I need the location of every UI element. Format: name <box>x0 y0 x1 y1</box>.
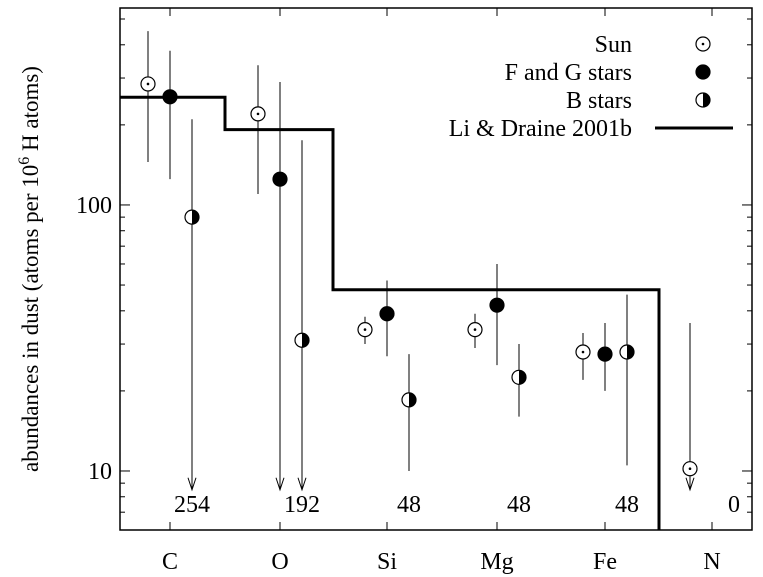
data-point-filled-circle <box>597 346 613 362</box>
marker-half-fill <box>627 345 635 360</box>
y-tick-label: 10 <box>88 459 112 485</box>
upper-limit-arrow <box>275 477 285 492</box>
data-point-open-circle <box>250 106 266 122</box>
y-tick-label: 100 <box>76 193 112 219</box>
data-point-half-filled-circle <box>511 369 527 385</box>
model-total-label-Si: 48 <box>397 492 421 518</box>
x-tick-label-Mg: Mg <box>480 549 513 575</box>
marker-dot <box>146 82 150 86</box>
marker-fill <box>379 306 395 322</box>
axis-labels: 10 100 C 254 O 192 Si 48 Mg 48 Fe 48 N 0 abundances in… <box>16 66 740 575</box>
data-point-filled-circle <box>489 297 505 313</box>
model-total-label-C: 254 <box>174 492 210 518</box>
marker-dot <box>688 467 692 470</box>
marker-half-fill <box>409 392 416 407</box>
model-total-label-O: 192 <box>284 492 320 518</box>
model-total-label-Mg: 48 <box>507 492 531 518</box>
data-point-half-filled-circle <box>619 344 635 360</box>
data-point-half-filled-circle <box>401 392 417 408</box>
data-point-filled-circle <box>162 89 178 105</box>
marker-fill <box>695 64 711 80</box>
model-step-line <box>120 95 661 530</box>
x-tick-label-N: N <box>703 549 720 575</box>
x-tick-label-Si: Si <box>377 549 397 575</box>
data-point-open-circle <box>467 321 483 338</box>
data-point-filled-circle <box>272 171 288 187</box>
upper-limit-arrow <box>685 477 695 492</box>
marker-half-fill <box>192 210 199 225</box>
marker-fill <box>162 89 178 105</box>
model-total-label-N: 0 <box>728 492 740 518</box>
axis-ticks <box>120 8 752 531</box>
data-point-open-circle <box>357 321 373 338</box>
legend-marker <box>695 64 711 80</box>
data-points <box>140 31 698 492</box>
data-point-open-circle <box>575 344 591 360</box>
marker-dot <box>363 328 367 331</box>
marker-fill <box>272 171 288 187</box>
model-total-label-Fe: 48 <box>615 492 639 518</box>
model-step-path <box>120 95 661 530</box>
legend-label: Li & Draine 2001b <box>449 116 632 142</box>
marker-dot <box>256 112 260 116</box>
marker-dot <box>581 350 585 354</box>
data-point-half-filled-circle <box>184 209 200 225</box>
y-axis-label: abundances in dust (atoms per 106 H atom… <box>16 66 43 472</box>
legend-label: B stars <box>566 88 632 114</box>
marker-half-fill <box>703 93 710 107</box>
upper-limit-arrow <box>297 477 307 492</box>
x-tick-label-C: C <box>162 549 178 575</box>
data-point-open-circle <box>682 461 698 477</box>
data-point-half-filled-circle <box>294 332 310 348</box>
marker-half-fill <box>519 370 526 385</box>
legend-label: Sun <box>595 32 632 58</box>
upper-limit-arrow <box>187 477 197 492</box>
x-tick-label-Fe: Fe <box>593 549 617 575</box>
legend-marker <box>695 92 711 108</box>
data-point-open-circle <box>140 76 156 92</box>
x-tick-label-O: O <box>271 549 288 575</box>
legend-label: F and G stars <box>505 60 632 86</box>
legend-marker <box>695 36 711 52</box>
marker-fill <box>489 297 505 313</box>
marker-fill <box>597 346 613 362</box>
marker-dot <box>473 328 477 331</box>
plot-border <box>119 7 753 531</box>
data-point-filled-circle <box>379 306 395 322</box>
marker-dot <box>701 42 705 46</box>
marker-half-fill <box>302 333 310 348</box>
plot-frame <box>119 7 753 531</box>
